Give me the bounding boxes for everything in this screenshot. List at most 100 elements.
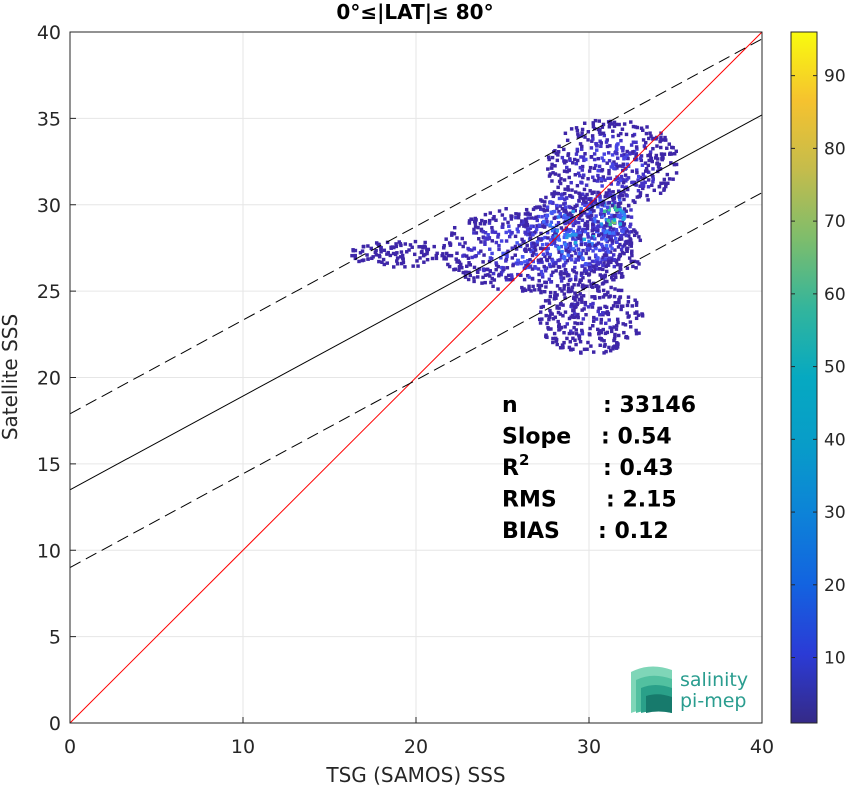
density-cell [545,208,550,212]
density-cell [549,220,554,224]
density-cell [616,182,620,186]
density-cell [598,336,602,340]
density-cell [425,257,430,262]
density-cell [659,138,663,142]
logo-text-salinity: salinity [680,669,748,691]
density-cell [618,193,623,197]
density-cell [551,317,556,321]
density-cell [488,211,493,215]
density-cell [496,232,501,237]
density-cell [571,206,576,211]
density-cell [558,181,563,186]
y-tick-label: 5 [49,627,61,649]
density-cell [525,212,530,216]
density-cell [571,247,576,251]
density-cell [562,235,567,240]
density-cell [562,215,566,220]
density-cell [380,260,384,264]
density-cell [603,343,607,347]
density-cell [610,213,614,218]
density-cell [589,282,593,287]
colorbar-ticks: 10 20 30 40 50 60 70 80 90 [791,67,846,669]
density-cell [616,202,621,206]
density-cell [353,256,358,261]
density-cell [563,325,567,329]
density-cell [483,280,487,285]
density-cell [540,215,544,219]
density-cell [625,149,629,154]
density-cell [647,136,651,141]
density-cell [610,239,615,243]
density-cell [567,205,571,209]
density-cell [602,226,606,231]
density-cell [520,255,525,259]
density-cell [616,156,620,160]
density-cell [515,241,519,245]
density-cell [583,223,587,228]
density-cell [475,269,480,274]
density-cell [622,330,626,335]
density-cell [499,256,503,260]
density-cell [519,222,524,226]
density-cell [537,223,542,227]
density-cell [519,273,523,278]
density-cell [481,260,485,264]
density-cell [490,229,495,233]
density-cell [556,150,561,154]
density-cell [551,171,555,175]
density-cell [627,234,631,238]
density-cell [546,246,550,251]
density-cell [565,272,570,277]
density-cell [507,224,511,228]
density-cell [614,208,619,212]
density-cell [365,253,369,257]
density-cell [382,262,387,267]
density-cell [580,218,585,222]
density-cell [614,122,618,127]
density-cell [563,201,567,205]
density-cell [570,232,575,237]
density-cell [537,279,541,283]
density-cell [505,266,510,270]
density-cell [548,290,553,295]
density-cell [550,312,554,316]
density-cell [634,303,639,307]
density-cell [532,231,537,235]
density-cell [627,256,632,260]
density-cell [562,159,567,164]
density-cell [549,280,553,284]
density-cell [490,251,494,256]
density-cell [441,252,445,256]
density-cell [599,131,603,136]
density-cell [629,259,633,264]
density-cell [481,275,485,280]
density-cell [566,212,570,216]
density-cell [568,243,572,248]
density-cell [530,267,535,271]
density-cell [467,247,471,252]
density-cell [623,153,627,157]
density-cell [628,151,632,155]
density-cell [563,197,567,202]
density-cell [574,294,579,299]
density-cell [520,219,524,223]
density-cell [567,229,571,234]
density-cell [531,207,536,212]
density-cell [626,300,631,304]
density-cell [509,217,514,221]
density-cell [586,202,590,206]
density-cell [509,214,513,218]
density-cell [613,200,617,205]
density-cell [614,145,619,149]
density-cell [629,215,634,219]
density-cell [504,259,508,263]
density-cell [563,208,568,212]
density-cell [605,330,610,335]
density-cell [615,147,619,152]
density-cell [565,336,569,341]
density-cell [465,264,469,269]
density-cell [569,254,574,258]
density-cell [540,260,544,264]
density-cell [611,220,615,224]
density-cell [618,190,623,195]
